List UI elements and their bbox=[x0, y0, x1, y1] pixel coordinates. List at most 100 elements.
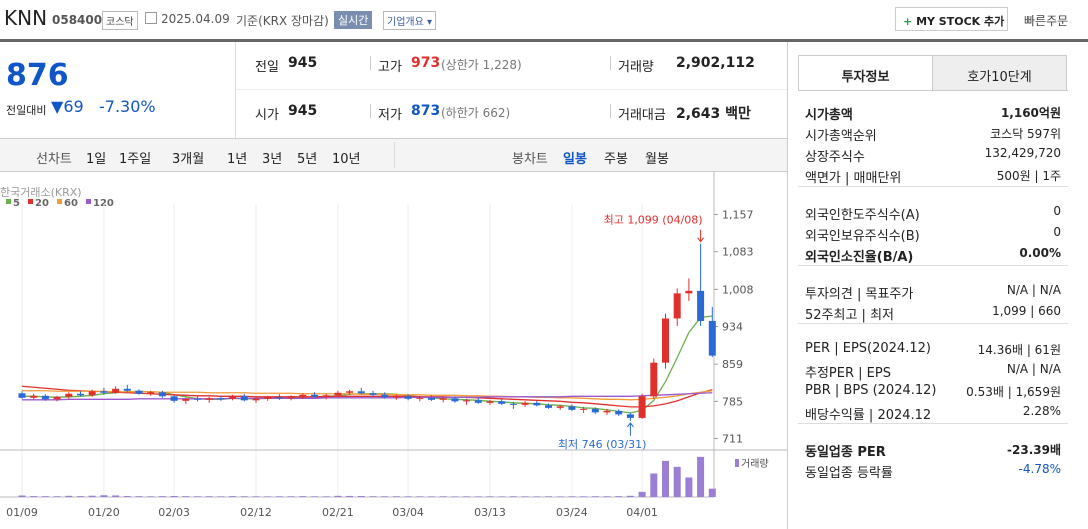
section-rule bbox=[798, 323, 1068, 324]
volume-bar bbox=[299, 496, 307, 497]
volume-bar bbox=[615, 496, 623, 497]
volume-bar bbox=[521, 496, 529, 497]
volume-bar bbox=[662, 460, 669, 497]
period-tab[interactable]: 월봉 bbox=[645, 152, 669, 167]
period-tab[interactable]: 일봉 bbox=[563, 152, 587, 167]
divider bbox=[235, 42, 236, 138]
info-row: 추정PER | EPS N/A | N/A bbox=[805, 362, 1061, 381]
candle-body bbox=[205, 398, 213, 400]
info-row: 시가총액 1,160억원 bbox=[805, 104, 1061, 123]
divider bbox=[370, 56, 371, 70]
date: 2025.04.09 bbox=[161, 12, 230, 26]
tab-label: 선차트 bbox=[36, 152, 72, 167]
volume-bar bbox=[580, 496, 588, 497]
volume-bar bbox=[451, 496, 459, 497]
period-tab[interactable]: 1주일 bbox=[119, 152, 152, 167]
x-tick-label: 03/24 bbox=[556, 506, 588, 519]
legend-swatch bbox=[28, 199, 33, 204]
info-value: 132,429,720 bbox=[984, 146, 1061, 160]
period-tab[interactable]: 3개월 bbox=[172, 152, 205, 167]
info-label: 외국인보유주식수(B) bbox=[805, 229, 920, 244]
realtime-badge[interactable]: 실시간 bbox=[334, 11, 373, 29]
candle-body bbox=[428, 397, 435, 400]
volume-bar bbox=[41, 496, 49, 497]
info-label: PER | EPS(2024.12) bbox=[805, 341, 931, 356]
volume-bar bbox=[77, 496, 84, 497]
volume-bar bbox=[147, 496, 155, 497]
my-stock-button[interactable]: + MY STOCK 추가 bbox=[895, 7, 1008, 31]
volume-bar bbox=[240, 496, 248, 497]
info-label: 추정PER | EPS bbox=[805, 366, 891, 381]
candle-body bbox=[615, 410, 623, 415]
candle-body bbox=[252, 398, 260, 401]
divider bbox=[610, 56, 611, 70]
period-tab[interactable]: 주봉 bbox=[604, 152, 628, 167]
x-tick-label: 02/21 bbox=[322, 506, 354, 519]
info-row: 외국인보유주식수(B) 0 bbox=[805, 225, 1061, 244]
stat-label: 거래대금 bbox=[618, 108, 666, 123]
chart: 한국거래소(KRX)5 20 60 120 01/09 01/20 02/03 02/12 02… bbox=[0, 172, 787, 519]
candle-body bbox=[112, 388, 120, 393]
company-info[interactable]: 기업개요 ▾ bbox=[383, 11, 437, 30]
volume-bar bbox=[229, 496, 237, 497]
candle-body bbox=[100, 391, 108, 393]
volume-bar bbox=[556, 496, 564, 497]
legend-swatch bbox=[735, 459, 739, 467]
high-annotation: 최고 1,099 (04/08) bbox=[604, 214, 703, 227]
volume-bar bbox=[463, 496, 471, 497]
volume-bar bbox=[334, 495, 342, 497]
info-row: 상장주식수 132,429,720 bbox=[805, 146, 1061, 165]
info-label: 액면가 | 매매단위 bbox=[805, 171, 902, 186]
volume-bar bbox=[217, 496, 225, 497]
volume-bar bbox=[474, 496, 482, 497]
volume-bar bbox=[170, 495, 178, 497]
volume-bar bbox=[346, 495, 354, 497]
period-tab[interactable]: 5년 bbox=[297, 152, 318, 167]
period-tab[interactable]: 10년 bbox=[332, 152, 361, 167]
section-rule bbox=[798, 423, 1068, 424]
candle-body bbox=[357, 391, 365, 394]
period-tab[interactable]: 3년 bbox=[262, 152, 283, 167]
period-tab[interactable]: 1일 bbox=[86, 152, 107, 167]
legend-swatch bbox=[86, 199, 91, 204]
period-tab[interactable]: 1년 bbox=[227, 152, 248, 167]
side-tab[interactable]: 호가10단계 bbox=[932, 55, 1067, 91]
side-tab-rule bbox=[798, 90, 1068, 91]
info-value: N/A | N/A bbox=[1006, 362, 1061, 376]
stat-label: 전일 bbox=[255, 60, 279, 75]
x-tick-label: 03/04 bbox=[392, 506, 424, 519]
candle-body bbox=[474, 400, 482, 403]
stat-value: 2,902,112 bbox=[676, 55, 755, 71]
volume-bar bbox=[194, 496, 201, 497]
info-value: 0.00% bbox=[1019, 246, 1061, 260]
quick-order[interactable]: 빠른주문 bbox=[1024, 14, 1069, 28]
price: 876 bbox=[6, 58, 69, 93]
volume-bar bbox=[18, 495, 26, 497]
volume-bar bbox=[568, 496, 576, 497]
tab-label: 봉차트 bbox=[512, 152, 548, 167]
info-label: 52주최고 | 최저 bbox=[805, 308, 894, 323]
source-label: 한국거래소(KRX) bbox=[0, 186, 82, 199]
volume-bar bbox=[100, 495, 108, 497]
info-value: 1,099 | 660 bbox=[992, 304, 1061, 318]
stock-name: KNN bbox=[4, 6, 48, 30]
y-tick-label: 1,083 bbox=[722, 246, 754, 259]
candle-body bbox=[673, 293, 681, 319]
candle-body bbox=[708, 320, 716, 356]
info-label: 시가총액순위 bbox=[805, 129, 877, 144]
side-tab[interactable]: 투자정보 bbox=[798, 55, 933, 91]
divider bbox=[236, 89, 787, 90]
volume-bar bbox=[65, 495, 73, 497]
candle-body bbox=[158, 392, 166, 397]
legend-label: 20 bbox=[35, 198, 49, 209]
info-row: 52주최고 | 최저 1,099 | 660 bbox=[805, 304, 1061, 323]
candle-body bbox=[697, 290, 705, 321]
volume-bar bbox=[182, 496, 190, 497]
stat-label: 거래량 bbox=[618, 60, 654, 75]
candle-body bbox=[194, 398, 201, 400]
volume-bar bbox=[158, 496, 166, 497]
stat-value: 945 bbox=[288, 55, 318, 71]
section-rule bbox=[798, 265, 1068, 266]
stat-label: 시가 bbox=[255, 108, 279, 123]
candle-body bbox=[662, 318, 669, 363]
